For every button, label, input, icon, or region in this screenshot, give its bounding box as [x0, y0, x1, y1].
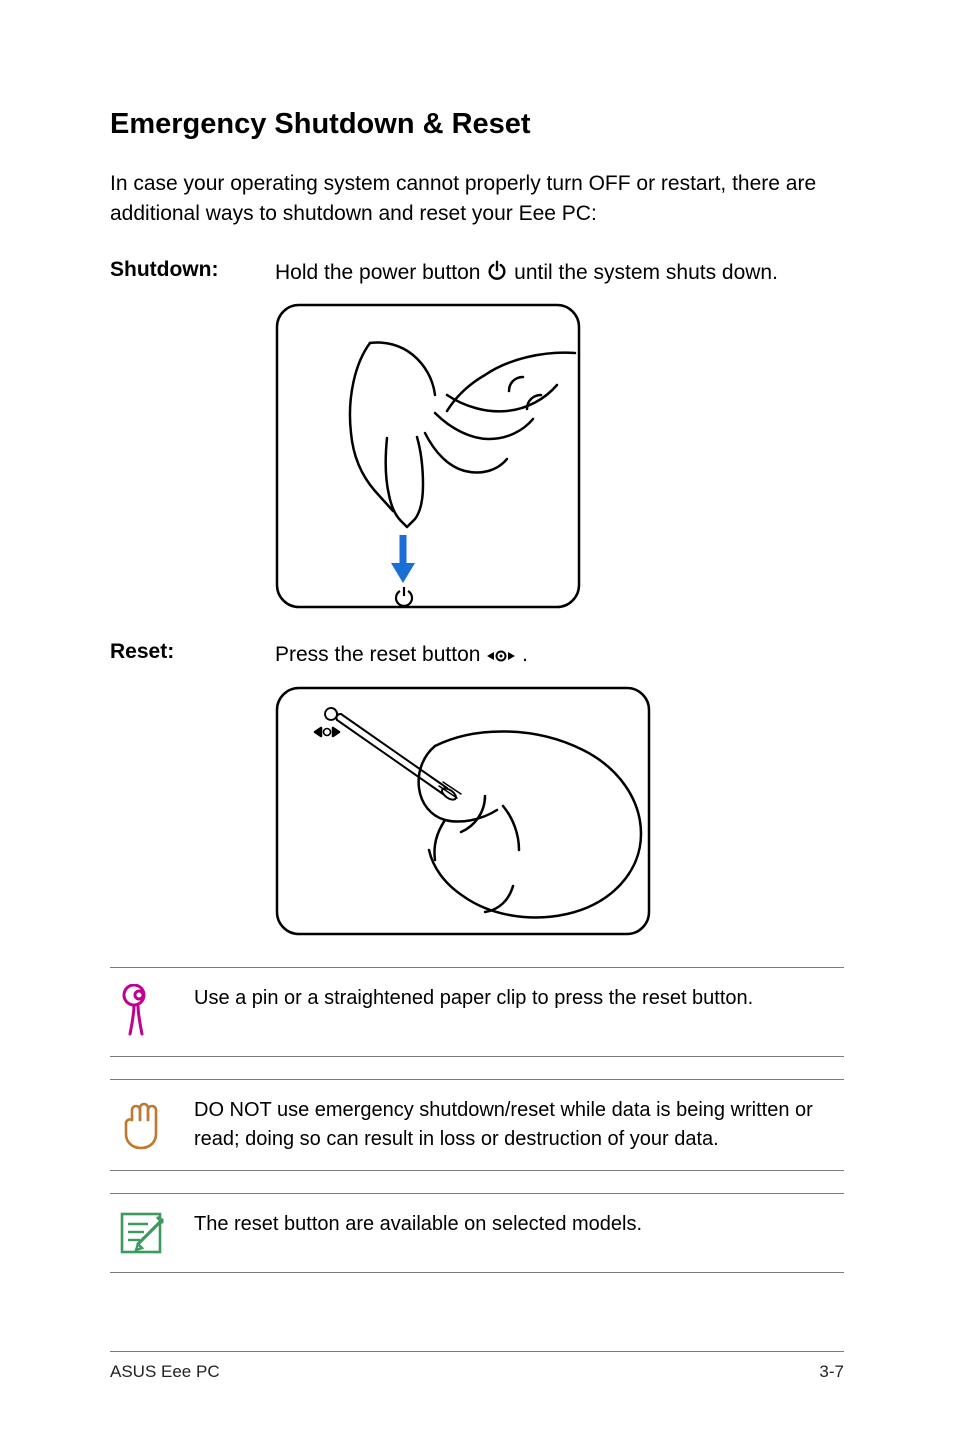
shutdown-text-before: Hold the power button — [275, 261, 486, 284]
shutdown-row: Shutdown: Hold the power button until th… — [110, 258, 844, 291]
shutdown-text-after: until the system shuts down. — [514, 261, 778, 284]
note-icon — [110, 1210, 194, 1256]
reset-text-before: Press the reset button — [275, 643, 486, 666]
power-symbol-icon — [396, 587, 412, 606]
note-text: The reset button are available on select… — [194, 1210, 844, 1239]
warning-note: DO NOT use emergency shutdown/reset whil… — [110, 1079, 844, 1171]
footer-right: 3-7 — [819, 1362, 844, 1382]
page-footer: ASUS Eee PC 3-7 — [110, 1351, 844, 1382]
footer-left: ASUS Eee PC — [110, 1362, 220, 1382]
reset-illustration — [275, 686, 844, 941]
intro-text: In case your operating system cannot pro… — [110, 169, 844, 230]
reset-pinhole-icon — [486, 643, 516, 673]
warning-text: DO NOT use emergency shutdown/reset whil… — [194, 1096, 844, 1154]
reset-symbol-icon — [315, 728, 339, 736]
reset-text: Press the reset button . — [275, 640, 844, 673]
reset-text-after: . — [522, 643, 528, 666]
reset-label: Reset: — [110, 640, 275, 673]
tip-note: Use a pin or a straightened paper clip t… — [110, 967, 844, 1057]
page-heading: Emergency Shutdown & Reset — [110, 108, 844, 141]
notes-section: Use a pin or a straightened paper clip t… — [110, 967, 844, 1273]
reset-row: Reset: Press the reset button . — [110, 640, 844, 673]
warning-icon — [110, 1096, 194, 1152]
info-note: The reset button are available on select… — [110, 1193, 844, 1273]
tip-icon — [110, 984, 194, 1040]
shutdown-text: Hold the power button until the system s… — [275, 258, 844, 291]
shutdown-illustration — [275, 303, 844, 614]
paperclip-icon — [336, 714, 461, 802]
press-arrow-icon — [391, 535, 415, 583]
power-icon — [486, 260, 508, 291]
tip-text: Use a pin or a straightened paper clip t… — [194, 984, 844, 1013]
shutdown-label: Shutdown: — [110, 258, 275, 291]
